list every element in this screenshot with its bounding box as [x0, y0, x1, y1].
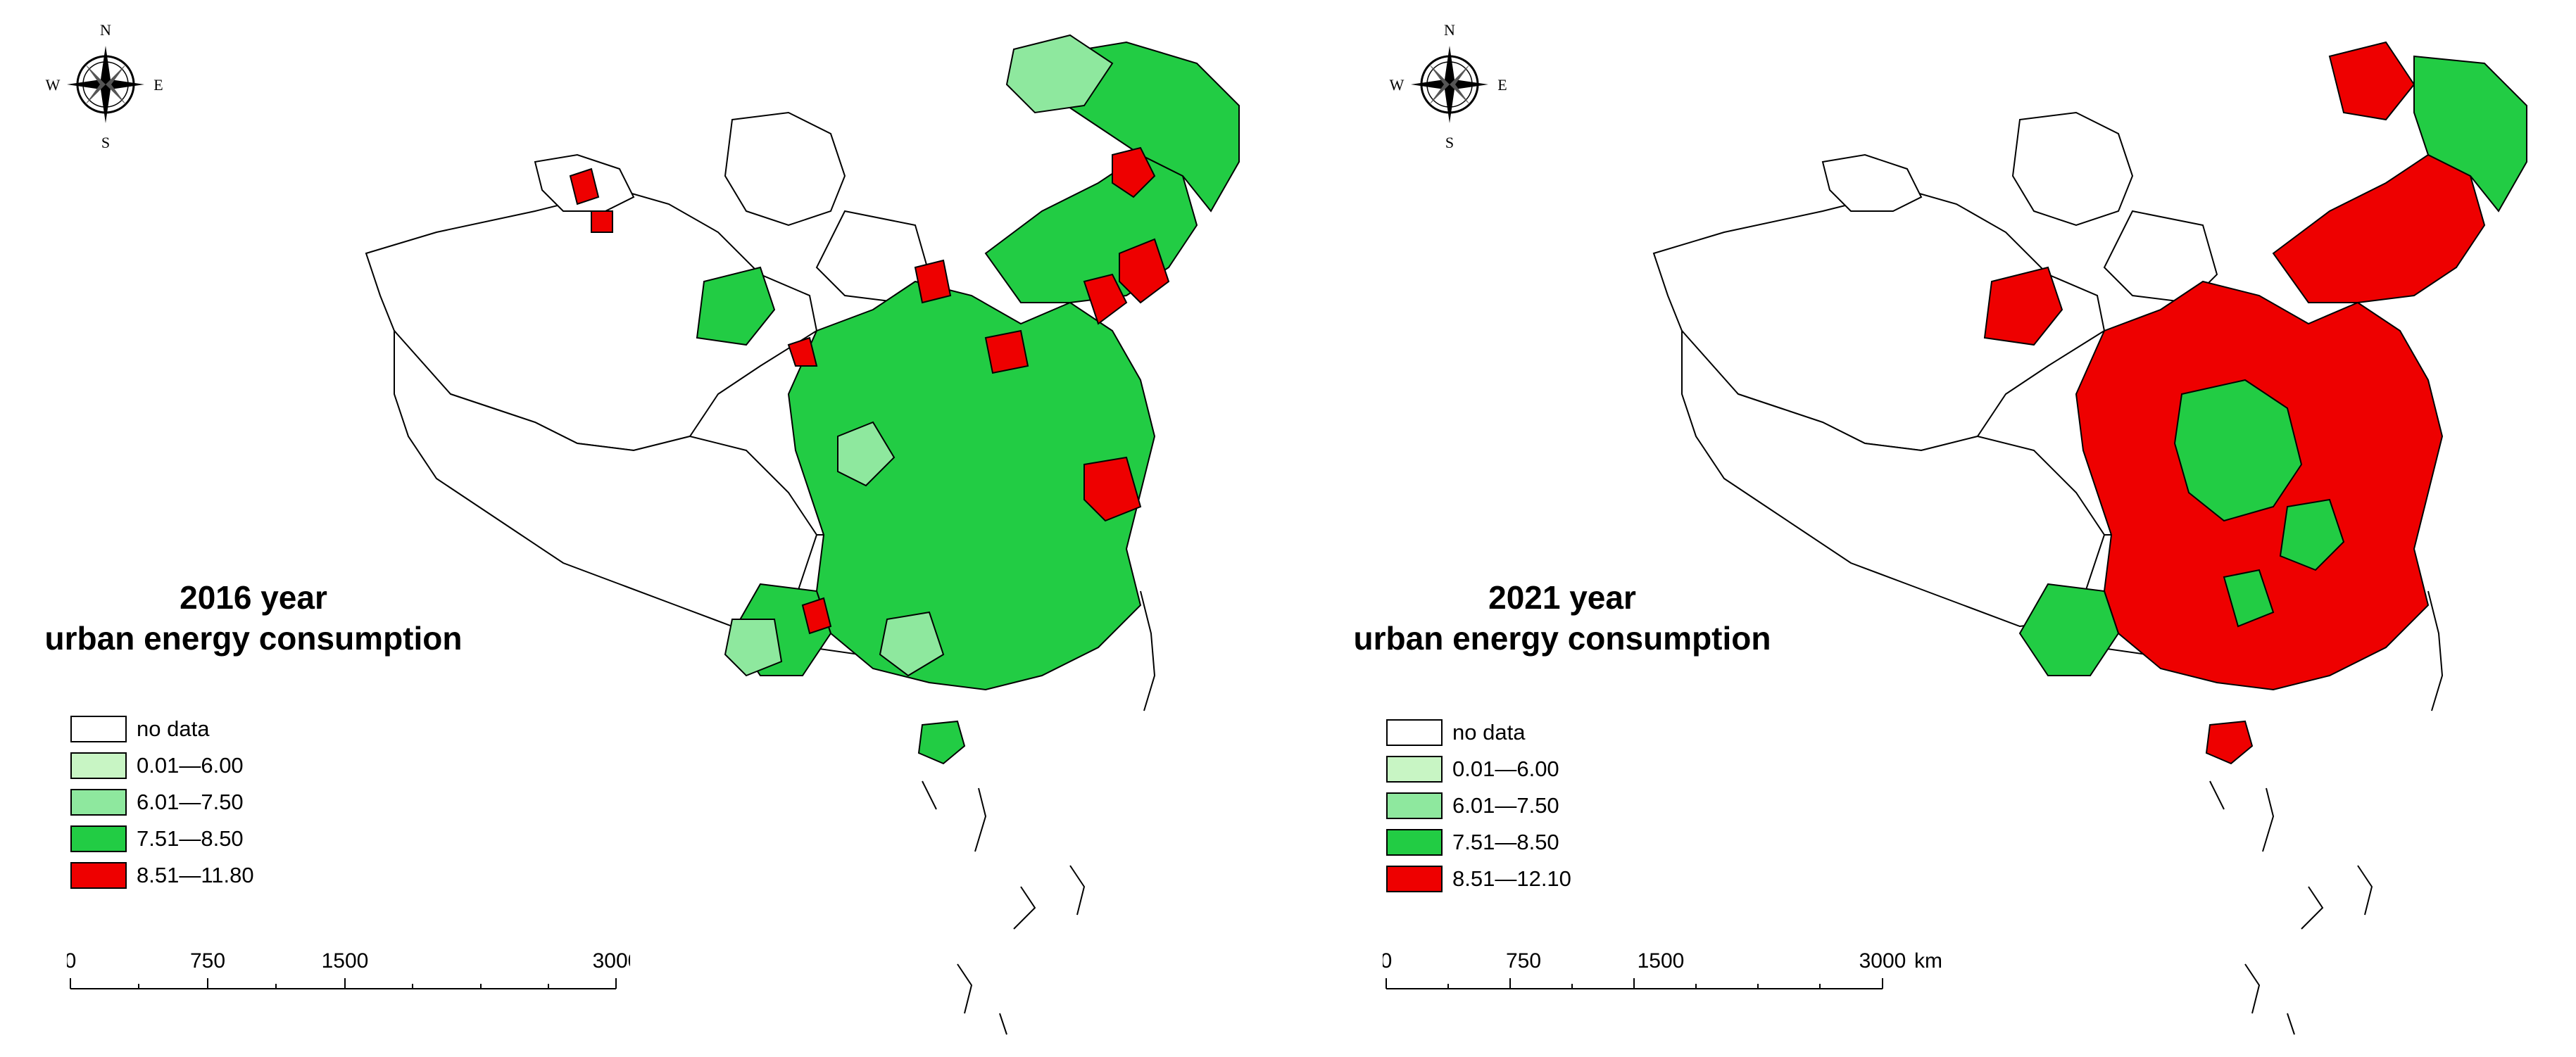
title-year: 2021 year	[1488, 579, 1636, 616]
legend-label: 6.01—7.50	[1452, 793, 1559, 818]
scale-bar-2021: 0 750 1500 3000 km	[1383, 949, 1942, 989]
legend-label: 0.01—6.00	[1452, 757, 1559, 781]
map-panel-2016: N S E W 2016 year urban energy consumpti…	[21, 14, 1240, 1035]
scale-tick-label: 750	[1506, 949, 1541, 973]
south-sea-islands	[922, 590, 1156, 1035]
light-green-regions	[724, 34, 1114, 677]
scale-unit-label: km	[1914, 949, 1942, 973]
legend-item: 0.01—6.00	[70, 747, 254, 784]
red-regions	[569, 146, 1170, 635]
compass-icon: N S E W	[1390, 21, 1507, 151]
legend-item: 8.51—12.10	[1386, 861, 1571, 897]
legend-item: 0.01—6.00	[1386, 751, 1571, 787]
legend-item: 6.01—7.50	[70, 784, 254, 821]
south-sea-islands	[2209, 590, 2444, 1035]
legend-item: no data	[1386, 714, 1571, 751]
legend-swatch	[1386, 756, 1443, 783]
legend-item: 7.51—8.50	[70, 821, 254, 857]
compass-north-label: N	[100, 21, 111, 39]
legend-swatch	[70, 862, 127, 889]
legend-label: 7.51—8.50	[1452, 830, 1559, 854]
legend-swatch	[70, 825, 127, 852]
compass-east-label: E	[1497, 76, 1507, 94]
hainan-island	[2205, 720, 2254, 765]
scale-tick-label: 0	[1383, 949, 1392, 973]
scale-bar-2016: 0 750 1500 3000 km	[67, 949, 630, 989]
compass-west-label: W	[46, 76, 61, 94]
map-title-2016: 2016 year urban energy consumption	[21, 577, 486, 659]
legend-2021: no data 0.01—6.00 6.01—7.50 7.51—8.50 8.…	[1386, 714, 1571, 897]
scale-tick-label: 3000	[593, 949, 630, 973]
legend-swatch	[1386, 866, 1443, 892]
legend-label: no data	[1452, 720, 1526, 745]
legend-2016: no data 0.01—6.00 6.01—7.50 7.51—8.50 8.…	[70, 711, 254, 894]
compass-west-label: W	[1390, 76, 1405, 94]
green-regions	[2018, 55, 2527, 676]
legend-item: 8.51—11.80	[70, 857, 254, 894]
title-year: 2016 year	[180, 579, 327, 616]
compass-south-label: S	[101, 134, 110, 151]
legend-label: 6.01—7.50	[137, 790, 244, 814]
compass-icon: N S E W	[46, 21, 163, 151]
compass-east-label: E	[153, 76, 163, 94]
legend-label: no data	[137, 716, 210, 741]
scale-tick-label: 1500	[1638, 949, 1685, 973]
map-panel-2021: N S E W 2021 year urban energy consumpti…	[1288, 0, 2575, 1057]
compass-south-label: S	[1445, 134, 1454, 151]
legend-item: no data	[70, 711, 254, 747]
legend-swatch	[70, 752, 127, 779]
compass-rose: N S E W	[39, 14, 172, 155]
china-choropleth-map-2021	[1652, 41, 2527, 1035]
legend-item: 6.01—7.50	[1386, 787, 1571, 824]
legend-label: 0.01—6.00	[137, 753, 244, 778]
legend-swatch	[70, 716, 127, 742]
compass-north-label: N	[1444, 21, 1455, 39]
legend-label: 7.51—8.50	[137, 826, 244, 851]
compass-rose: N S E W	[1383, 14, 1516, 155]
legend-swatch	[70, 789, 127, 816]
legend-swatch	[1386, 719, 1443, 746]
legend-label: 8.51—11.80	[137, 863, 254, 887]
scale-tick-label: 3000	[1859, 949, 1906, 973]
legend-swatch	[1386, 792, 1443, 819]
legend-item: 7.51—8.50	[1386, 824, 1571, 861]
legend-swatch	[1386, 829, 1443, 856]
china-choropleth-map-2016	[365, 34, 1240, 1035]
scale-tick-label: 0	[67, 949, 76, 973]
title-subject: urban energy consumption	[1353, 620, 1771, 657]
map-title-2021: 2021 year urban energy consumption	[1330, 577, 1795, 659]
hainan-island	[917, 720, 966, 765]
title-subject: urban energy consumption	[44, 620, 463, 657]
scale-tick-label: 1500	[322, 949, 369, 973]
scale-tick-label: 750	[190, 949, 225, 973]
legend-label: 8.51—12.10	[1452, 866, 1571, 891]
